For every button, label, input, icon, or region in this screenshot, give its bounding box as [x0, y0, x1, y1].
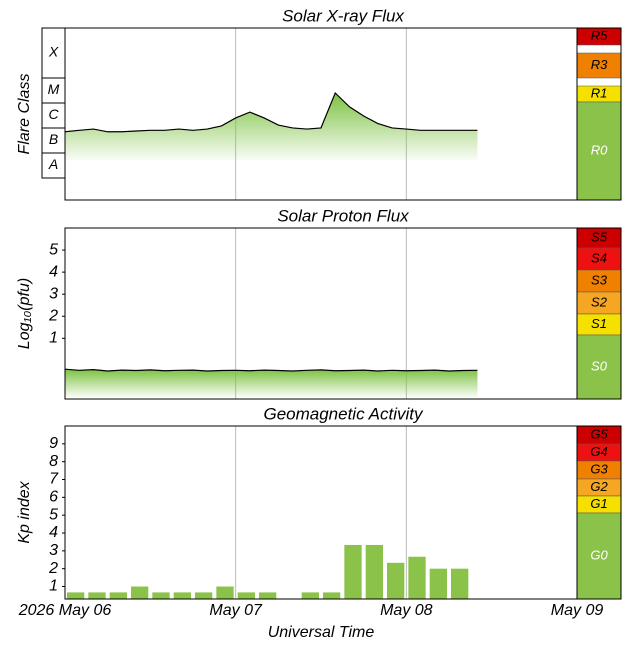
y-tick-label: 3	[49, 285, 58, 302]
plot-area	[65, 426, 621, 599]
plot-frame	[64, 27, 622, 201]
scale-label: R3	[591, 57, 608, 72]
bar	[429, 568, 447, 599]
scale-label: G5	[590, 426, 608, 441]
y-tick-label: 2	[48, 560, 58, 577]
bar	[109, 592, 127, 599]
panel-title: Geomagnetic Activity	[263, 404, 424, 423]
scale-band	[576, 334, 622, 400]
scale-label: G3	[590, 461, 608, 476]
x-axis-label: Universal Time	[268, 624, 375, 641]
bar	[131, 586, 149, 599]
flux-line	[64, 368, 478, 372]
bar	[323, 592, 341, 599]
bar	[88, 592, 106, 599]
scale-label: S3	[591, 272, 608, 287]
scale-label: S1	[591, 316, 607, 331]
y-tick-label: 5	[49, 241, 58, 258]
bar	[301, 592, 319, 599]
bar	[259, 592, 277, 599]
x-tick-label: May 08	[380, 602, 433, 619]
plot-frame	[64, 227, 622, 400]
y-axis-label: Flare Class	[16, 74, 33, 155]
class-label: X	[48, 44, 59, 60]
flux-area	[65, 92, 478, 160]
scale-label: R5	[591, 28, 608, 43]
y-tick-label: 5	[49, 506, 58, 523]
y-tick-label: 8	[49, 453, 58, 470]
class-label: M	[48, 81, 60, 97]
bar	[67, 592, 85, 599]
scale-band	[576, 101, 622, 201]
bar	[344, 544, 362, 599]
class-label: A	[48, 156, 58, 172]
panel-title: Solar Proton Flux	[277, 206, 409, 225]
bar	[216, 586, 234, 599]
bar	[152, 592, 170, 599]
y-tick-label: 2	[48, 307, 58, 324]
y-tick-label: 1	[49, 578, 58, 595]
scale-label: G4	[590, 444, 607, 459]
x-tick-label: May 09	[551, 602, 604, 619]
scale-label: S2	[591, 294, 608, 309]
y-tick-label: 9	[49, 435, 58, 452]
plot-frame	[64, 425, 622, 600]
scale-label: G0	[590, 547, 608, 562]
bar	[408, 556, 426, 599]
x-tick-label: 2026 May 06	[18, 602, 112, 619]
bar	[173, 592, 191, 599]
x-tick-label: May 07	[209, 602, 263, 619]
y-tick-label: 1	[49, 330, 58, 347]
bar	[195, 592, 213, 599]
flux-line	[64, 91, 478, 133]
scale-label: S5	[591, 229, 608, 244]
scale-label: S0	[591, 358, 608, 373]
y-tick-label: 4	[49, 263, 58, 280]
y-axis-label: Kp index	[16, 480, 33, 543]
scale-label: G2	[590, 479, 608, 494]
scale-label: R0	[591, 142, 608, 157]
bar	[237, 592, 255, 599]
scale-label: G1	[590, 496, 607, 511]
panel-title: Solar X-ray Flux	[282, 6, 404, 25]
bar	[387, 562, 405, 599]
y-tick-label: 3	[49, 542, 58, 559]
y-axis-label: Log₁₀(pfu)	[16, 278, 33, 349]
class-label: B	[49, 131, 58, 147]
y-tick-label: 6	[49, 489, 58, 506]
flux-area	[65, 369, 478, 397]
scale-label: R1	[591, 85, 608, 100]
bar	[365, 544, 383, 599]
scale-label: S4	[591, 250, 607, 265]
class-label: C	[48, 106, 59, 122]
y-tick-label: 4	[49, 524, 58, 541]
bar	[451, 568, 469, 599]
y-tick-label: 7	[49, 471, 59, 488]
